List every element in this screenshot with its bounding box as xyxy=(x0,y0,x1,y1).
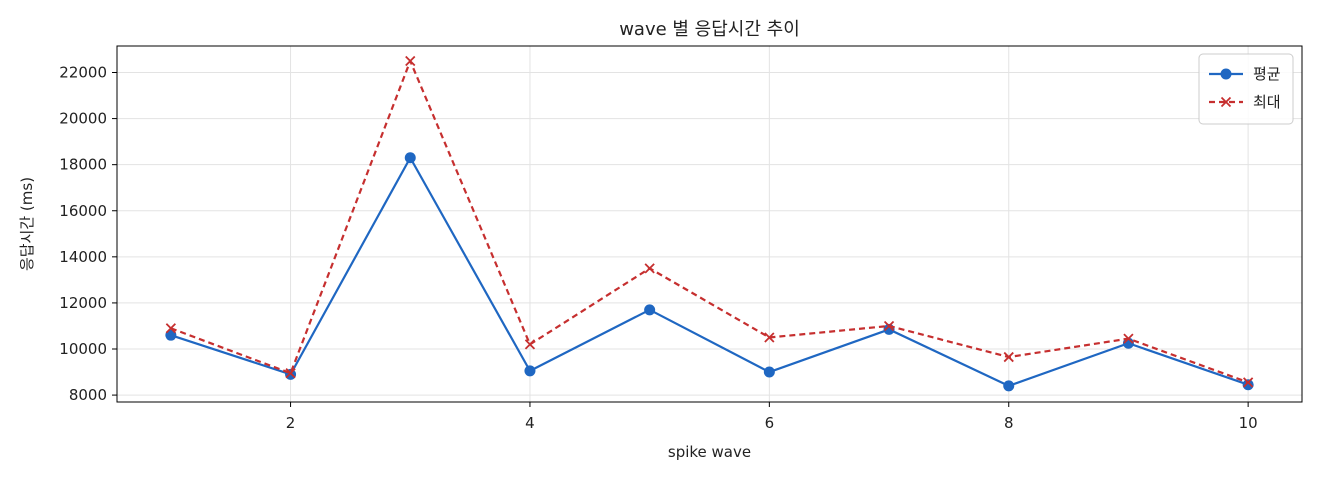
y-tick-label: 18000 xyxy=(59,156,107,174)
data-point xyxy=(1003,380,1015,392)
legend-label: 평균 xyxy=(1253,65,1281,83)
series-line xyxy=(170,156,1249,387)
y-axis-title: 응답시간 (ms) xyxy=(18,177,36,271)
data-point xyxy=(1243,377,1254,388)
data-point xyxy=(165,323,177,334)
series-lines xyxy=(165,55,1254,392)
data-point xyxy=(763,366,775,378)
chart-title: wave 별 응답시간 추이 xyxy=(619,19,800,40)
legend-marker xyxy=(1220,96,1232,108)
x-tick-label: 6 xyxy=(765,414,775,432)
data-point xyxy=(764,332,775,343)
data-point xyxy=(1003,351,1014,363)
data-point xyxy=(524,365,536,377)
x-tick-label: 4 xyxy=(525,414,535,432)
legend-marker xyxy=(1220,68,1232,80)
y-tick-label: 16000 xyxy=(59,202,107,220)
grid-lines xyxy=(117,46,1302,402)
data-point xyxy=(1242,379,1254,391)
y-tick-label: 10000 xyxy=(59,340,107,358)
legend-item: 평균 xyxy=(1209,65,1281,83)
data-point xyxy=(1123,333,1134,344)
y-tick-label: 14000 xyxy=(59,248,107,266)
axis-ticks: 2 4 6 8 10 8000 10000 12000 14000 16000 18000 20000… xyxy=(59,63,1257,432)
series-line xyxy=(170,59,1249,384)
y-tick-label: 20000 xyxy=(59,110,107,128)
x-tick-label: 8 xyxy=(1004,414,1014,432)
data-point xyxy=(883,320,895,332)
plot-area-frame xyxy=(116,45,1303,403)
y-tick-label: 12000 xyxy=(59,294,107,312)
data-point xyxy=(644,263,655,274)
legend-item: 최대 xyxy=(1209,93,1281,111)
legend-label: 최대 xyxy=(1253,93,1281,111)
data-point xyxy=(404,152,416,164)
x-tick-label: 2 xyxy=(286,414,296,432)
data-point xyxy=(644,304,656,316)
series-1 xyxy=(165,152,1254,392)
y-tick-label: 22000 xyxy=(59,63,107,81)
x-axis-title: spike wave xyxy=(668,443,751,461)
series-2 xyxy=(165,55,1254,388)
data-point xyxy=(165,329,177,341)
data-point xyxy=(405,55,416,67)
y-tick-label: 8000 xyxy=(69,386,107,404)
data-point xyxy=(285,368,296,379)
x-tick-label: 10 xyxy=(1239,414,1258,432)
data-point xyxy=(524,339,536,350)
